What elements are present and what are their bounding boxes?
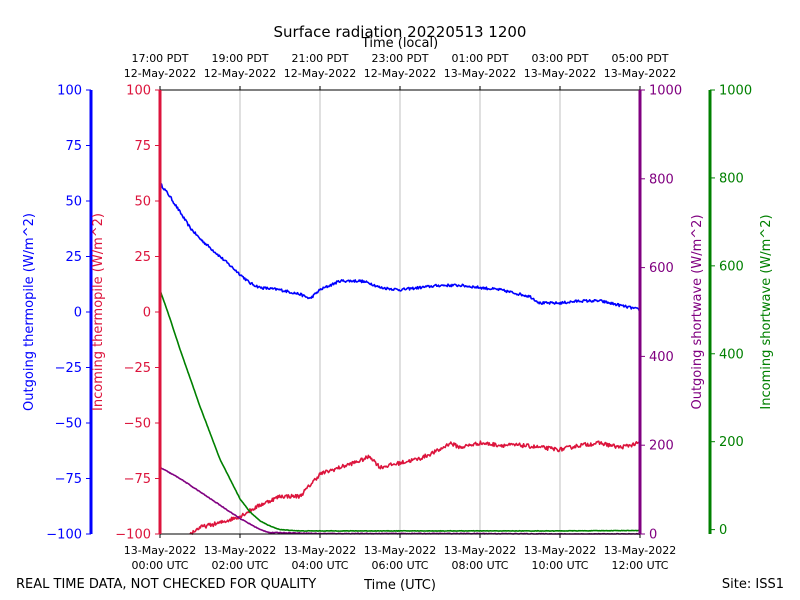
top-axis-title: Time (local) [361, 36, 438, 51]
incoming-shortwave-tick-label: 1000 [719, 84, 752, 99]
top-tick-label-date: 12-May-2022 [364, 67, 436, 80]
outgoing-thermopile-tick-label: 75 [65, 139, 82, 154]
outgoing-shortwave-tick-label: 1000 [649, 84, 682, 99]
incoming-thermopile-tick-label: 50 [134, 195, 151, 210]
top-tick-label-time: 01:00 PDT [451, 52, 508, 65]
incoming-thermopile-tick-label: 100 [126, 84, 151, 99]
outgoing-thermopile-axis-label: Outgoing thermopile (W/m^2) [22, 213, 37, 411]
top-tick-label-date: 12-May-2022 [124, 67, 196, 80]
incoming-shortwave-tick-label: 800 [719, 171, 744, 186]
x-tick-label-time: 12:00 UTC [611, 559, 668, 572]
outgoing-shortwave-tick-label: 200 [649, 439, 674, 454]
outgoing-thermopile-tick-label: 50 [65, 195, 82, 210]
x-tick-label-date: 13-May-2022 [524, 544, 596, 557]
incoming-shortwave-axis-label: Incoming shortwave (W/m^2) [759, 214, 774, 409]
incoming-thermopile-tick-label: −50 [124, 417, 151, 432]
outgoing-shortwave-tick-label: 0 [649, 528, 657, 543]
outgoing-thermopile-tick-label: 25 [65, 250, 82, 265]
outgoing-shortwave-tick-label: 400 [649, 350, 674, 365]
chart-title: Surface radiation 20220513 1200 [274, 23, 527, 41]
incoming-shortwave-tick-label: 400 [719, 347, 744, 362]
outgoing-thermopile-tick-label: −50 [55, 417, 82, 432]
top-tick-label-date: 13-May-2022 [604, 67, 676, 80]
top-tick-label-time: 17:00 PDT [131, 52, 188, 65]
x-tick-label-date: 13-May-2022 [284, 544, 356, 557]
outgoing-shortwave-tick-label: 800 [649, 172, 674, 187]
site-label: Site: ISS1 [722, 577, 784, 592]
incoming-thermopile-tick-label: 75 [134, 139, 151, 154]
x-tick-label-time: 00:00 UTC [131, 559, 188, 572]
series-incoming-shortwave [159, 289, 641, 532]
incoming-thermopile-tick-label: −75 [124, 472, 151, 487]
top-tick-label-time: 23:00 PDT [371, 52, 428, 65]
top-tick-label-time: 21:00 PDT [291, 52, 348, 65]
outgoing-thermopile-tick-label: 100 [57, 84, 82, 99]
top-tick-label-time: 05:00 PDT [611, 52, 668, 65]
incoming-thermopile-tick-label: 25 [134, 250, 151, 265]
outgoing-thermopile-tick-label: −25 [55, 361, 82, 376]
outgoing-shortwave-axis-label: Outgoing shortwave (W/m^2) [690, 214, 705, 409]
top-tick-label-date: 13-May-2022 [524, 67, 596, 80]
x-axis-label: Time (UTC) [363, 578, 436, 593]
incoming-shortwave-tick-label: 0 [719, 523, 727, 538]
incoming-thermopile-axis-label: Incoming thermopile (W/m^2) [91, 213, 106, 411]
x-tick-label-date: 13-May-2022 [204, 544, 276, 557]
top-tick-label-time: 19:00 PDT [211, 52, 268, 65]
series-outgoing-thermopile [159, 182, 641, 312]
incoming-thermopile-tick-label: −25 [124, 361, 151, 376]
gridlines [239, 90, 561, 534]
x-tick-label-date: 13-May-2022 [444, 544, 516, 557]
top-tick-label-date: 13-May-2022 [444, 67, 516, 80]
incoming-shortwave-tick-label: 200 [719, 435, 744, 450]
series-incoming-thermopile [189, 440, 640, 535]
x-tick-label-time: 04:00 UTC [291, 559, 348, 572]
top-tick-label-date: 12-May-2022 [284, 67, 356, 80]
x-tick-label-time: 06:00 UTC [371, 559, 428, 572]
x-tick-label-date: 13-May-2022 [124, 544, 196, 557]
top-tick-label-time: 03:00 PDT [531, 52, 588, 65]
axes-layer: 13-May-2022 00:00 UTC 13-May-2022 02:00 UTC… [22, 52, 774, 572]
incoming-shortwave-tick-label: 600 [719, 259, 744, 274]
incoming-thermopile-tick-label: 0 [143, 306, 151, 321]
outgoing-thermopile-tick-label: −100 [46, 528, 82, 543]
x-tick-label-time: 08:00 UTC [451, 559, 508, 572]
x-tick-label-date: 13-May-2022 [604, 544, 676, 557]
x-tick-label-time: 10:00 UTC [531, 559, 588, 572]
incoming-thermopile-tick-label: −100 [115, 528, 151, 543]
top-tick-label-date: 12-May-2022 [204, 67, 276, 80]
outgoing-thermopile-tick-label: 0 [74, 306, 82, 321]
x-tick-label-date: 13-May-2022 [364, 544, 436, 557]
outgoing-thermopile-tick-label: −75 [55, 472, 82, 487]
outgoing-shortwave-tick-label: 600 [649, 261, 674, 276]
quality-disclaimer: REAL TIME DATA, NOT CHECKED FOR QUALITY [16, 577, 316, 592]
x-tick-label-time: 02:00 UTC [211, 559, 268, 572]
